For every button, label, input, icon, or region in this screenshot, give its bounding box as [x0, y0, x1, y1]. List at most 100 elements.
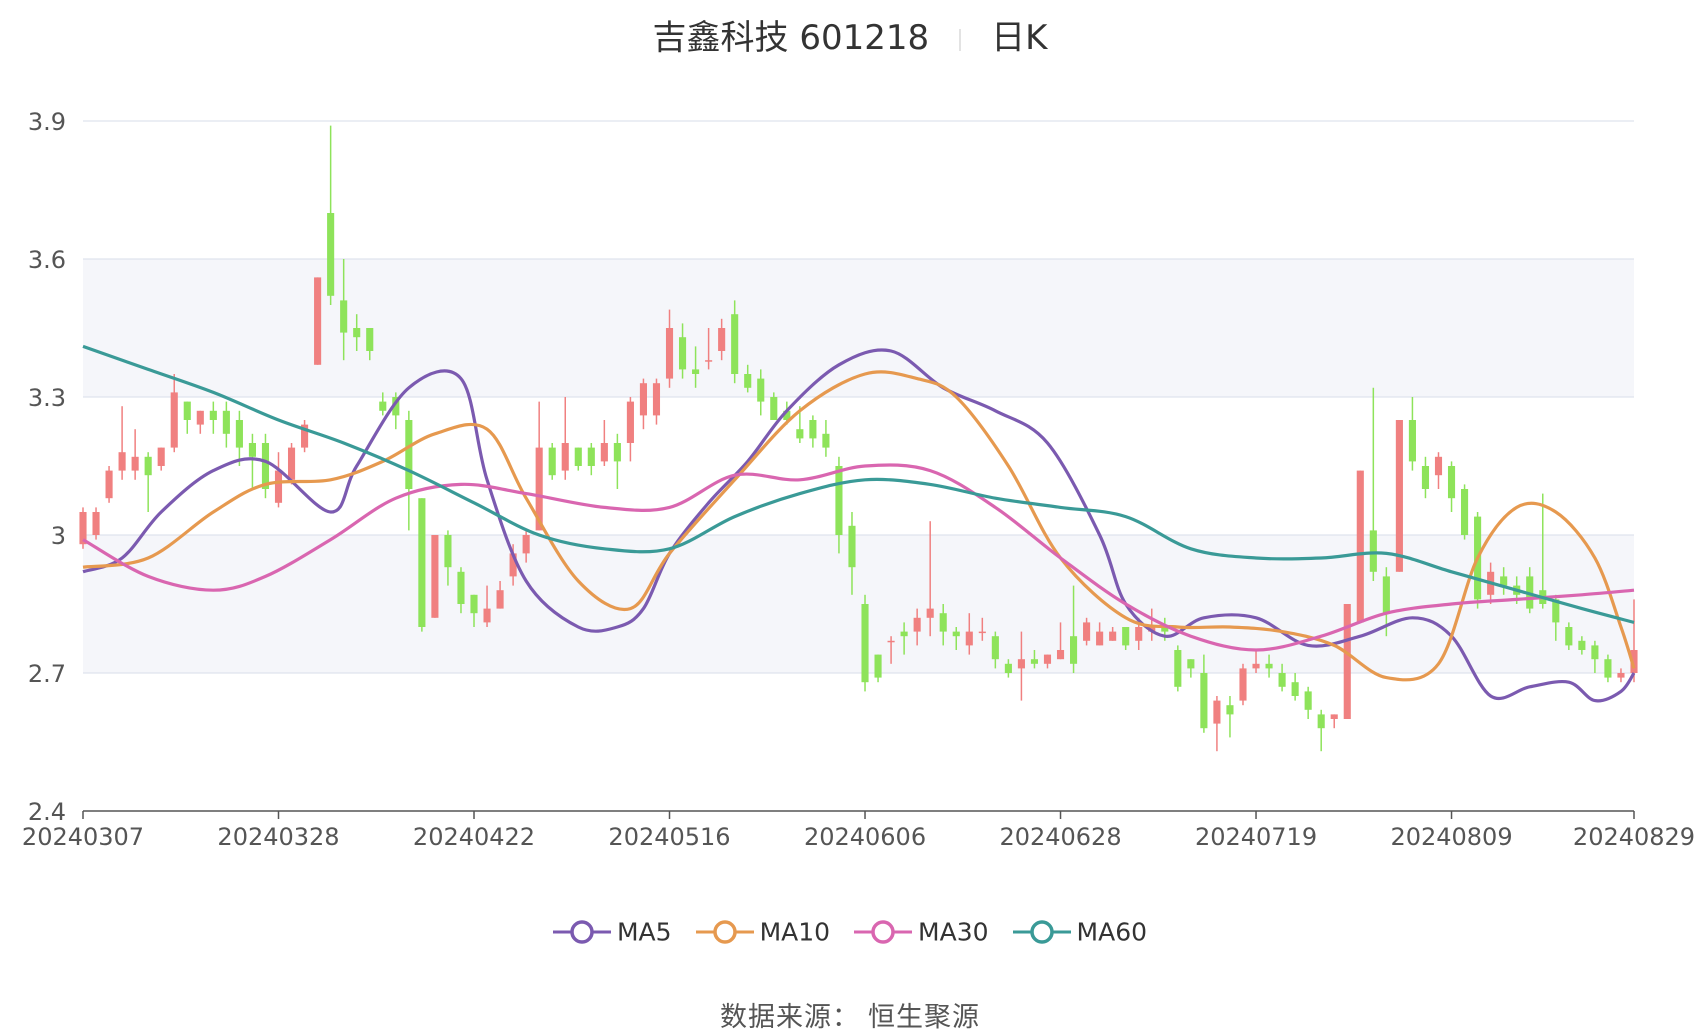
candle-body	[952, 631, 960, 637]
legend-item-ma10[interactable]: MA10	[695, 916, 831, 947]
candle	[887, 636, 895, 664]
candle	[340, 259, 348, 361]
candle-body	[1187, 659, 1195, 669]
candle-body	[1043, 654, 1052, 664]
candle	[1343, 604, 1351, 719]
legend-marker-icon	[552, 920, 611, 944]
candle-body	[705, 360, 713, 362]
candle-body	[600, 443, 608, 462]
candle	[1356, 470, 1364, 623]
candle	[900, 622, 908, 655]
candle	[731, 300, 739, 384]
candle	[965, 613, 973, 655]
candle-body	[470, 594, 478, 614]
candle	[1500, 567, 1508, 595]
candle-body	[1630, 650, 1638, 673]
candle	[1461, 484, 1469, 540]
candle-body	[222, 410, 230, 434]
candle	[770, 392, 778, 420]
candle-body	[1421, 466, 1430, 489]
candle	[144, 452, 152, 512]
candle	[1369, 387, 1377, 581]
candle	[196, 410, 204, 434]
legend-label: MA10	[759, 917, 831, 947]
candle-body	[131, 456, 139, 471]
candle-body	[235, 420, 243, 448]
candle-body	[535, 447, 543, 531]
candle-body	[418, 498, 426, 627]
candle-body	[692, 369, 700, 374]
candle	[744, 364, 752, 393]
candle	[418, 498, 426, 632]
candle	[131, 429, 139, 480]
candle-body	[209, 410, 217, 420]
candle	[1395, 420, 1403, 572]
candle-body	[1434, 456, 1443, 476]
candle-body	[183, 401, 191, 420]
legend-item-ma30[interactable]: MA30	[854, 916, 989, 946]
candle	[157, 447, 165, 471]
candle-body	[144, 456, 152, 476]
candle-body	[1330, 714, 1338, 719]
candle	[1252, 650, 1260, 673]
candle	[470, 594, 478, 627]
candle	[261, 433, 270, 499]
candle	[991, 631, 999, 669]
candle	[1200, 654, 1208, 733]
title-separator	[959, 28, 962, 51]
candle	[1187, 659, 1195, 678]
candle	[522, 530, 530, 563]
candle	[1278, 663, 1286, 692]
candle-body	[118, 452, 126, 471]
legend-marker-icon	[854, 920, 913, 944]
candle-body	[1369, 530, 1377, 572]
candle	[587, 443, 595, 476]
candle	[209, 401, 217, 434]
candle-body	[248, 443, 256, 457]
candle	[274, 452, 283, 508]
candle	[287, 443, 296, 485]
legend-marker-icon	[1012, 920, 1071, 944]
candle-body	[887, 640, 895, 643]
candle	[1591, 640, 1599, 673]
candle	[1122, 627, 1130, 650]
candle	[327, 125, 335, 305]
x-tick-label: 20240307	[22, 823, 144, 851]
candle-body	[1226, 705, 1234, 715]
y-tick-label: 2.4	[28, 798, 66, 826]
data-source: 数据来源： 恒生聚源	[0, 995, 1700, 1034]
legend-item-ma60[interactable]: MA60	[1012, 916, 1147, 946]
candle-body	[1004, 663, 1012, 673]
candle-body	[327, 213, 335, 296]
candle	[913, 608, 921, 646]
candle	[926, 521, 934, 637]
candle	[718, 318, 726, 361]
candle	[848, 512, 856, 595]
legend-item-ma5[interactable]: MA5	[552, 916, 672, 946]
stock-name: 吉鑫科技 601218	[652, 18, 930, 58]
ma-line-ma5	[82, 348, 1636, 703]
source-value: 恒生聚源	[868, 1002, 980, 1033]
x-tick-label: 20240829	[1573, 823, 1695, 851]
candle	[1030, 650, 1039, 669]
candle	[665, 309, 674, 388]
candle	[1096, 622, 1104, 646]
candle	[861, 594, 869, 692]
candle-body	[926, 608, 934, 618]
kline-chart: 2.4 2.7 3 3.3 3.6 3.9 20240307 20240328 2024042…	[22, 108, 1695, 851]
candle-body	[613, 443, 621, 462]
candle-body	[170, 392, 178, 448]
candle	[248, 433, 256, 489]
x-tick-label: 20240422	[413, 823, 535, 851]
candle-body	[1304, 691, 1312, 710]
candle-body	[548, 447, 556, 476]
candle	[561, 397, 569, 480]
candle	[1213, 696, 1221, 752]
candle	[626, 397, 634, 462]
candle-body	[978, 631, 986, 634]
candle-body	[392, 397, 400, 416]
candle	[978, 617, 986, 641]
candle-body	[770, 397, 778, 420]
y-tick-label: 3.6	[28, 246, 66, 274]
candle	[1565, 622, 1573, 650]
